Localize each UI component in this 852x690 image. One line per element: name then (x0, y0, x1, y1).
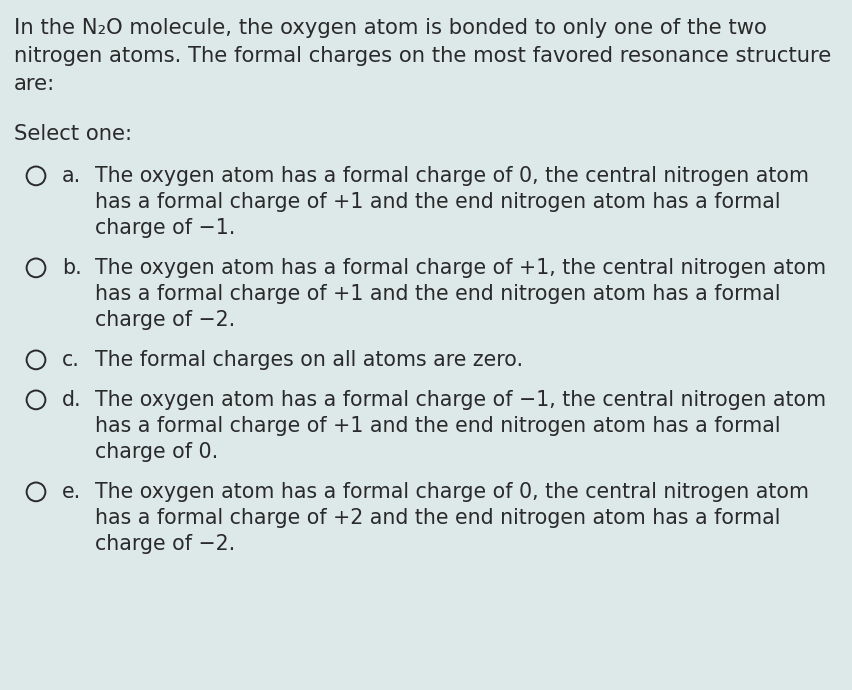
Text: c.: c. (62, 350, 80, 370)
Text: charge of −2.: charge of −2. (95, 310, 235, 330)
Text: The oxygen atom has a formal charge of +1, the central nitrogen atom: The oxygen atom has a formal charge of +… (95, 258, 826, 278)
Text: has a formal charge of +1 and the end nitrogen atom has a formal: has a formal charge of +1 and the end ni… (95, 192, 780, 212)
Text: charge of −2.: charge of −2. (95, 534, 235, 554)
Text: are:: are: (14, 74, 55, 94)
Text: charge of 0.: charge of 0. (95, 442, 218, 462)
Text: The oxygen atom has a formal charge of −1, the central nitrogen atom: The oxygen atom has a formal charge of −… (95, 390, 826, 410)
Text: has a formal charge of +2 and the end nitrogen atom has a formal: has a formal charge of +2 and the end ni… (95, 508, 780, 528)
Text: The oxygen atom has a formal charge of 0, the central nitrogen atom: The oxygen atom has a formal charge of 0… (95, 482, 809, 502)
Text: In the N₂O molecule, the oxygen atom is bonded to only one of the two: In the N₂O molecule, the oxygen atom is … (14, 18, 767, 38)
Text: d.: d. (62, 390, 82, 410)
Text: has a formal charge of +1 and the end nitrogen atom has a formal: has a formal charge of +1 and the end ni… (95, 416, 780, 436)
Text: Select one:: Select one: (14, 124, 132, 144)
Text: has a formal charge of +1 and the end nitrogen atom has a formal: has a formal charge of +1 and the end ni… (95, 284, 780, 304)
Text: b.: b. (62, 258, 82, 278)
Text: The formal charges on all atoms are zero.: The formal charges on all atoms are zero… (95, 350, 523, 370)
Text: charge of −1.: charge of −1. (95, 218, 235, 238)
Text: e.: e. (62, 482, 81, 502)
Text: a.: a. (62, 166, 81, 186)
Text: The oxygen atom has a formal charge of 0, the central nitrogen atom: The oxygen atom has a formal charge of 0… (95, 166, 809, 186)
Text: nitrogen atoms. The formal charges on the most favored resonance structure: nitrogen atoms. The formal charges on th… (14, 46, 832, 66)
